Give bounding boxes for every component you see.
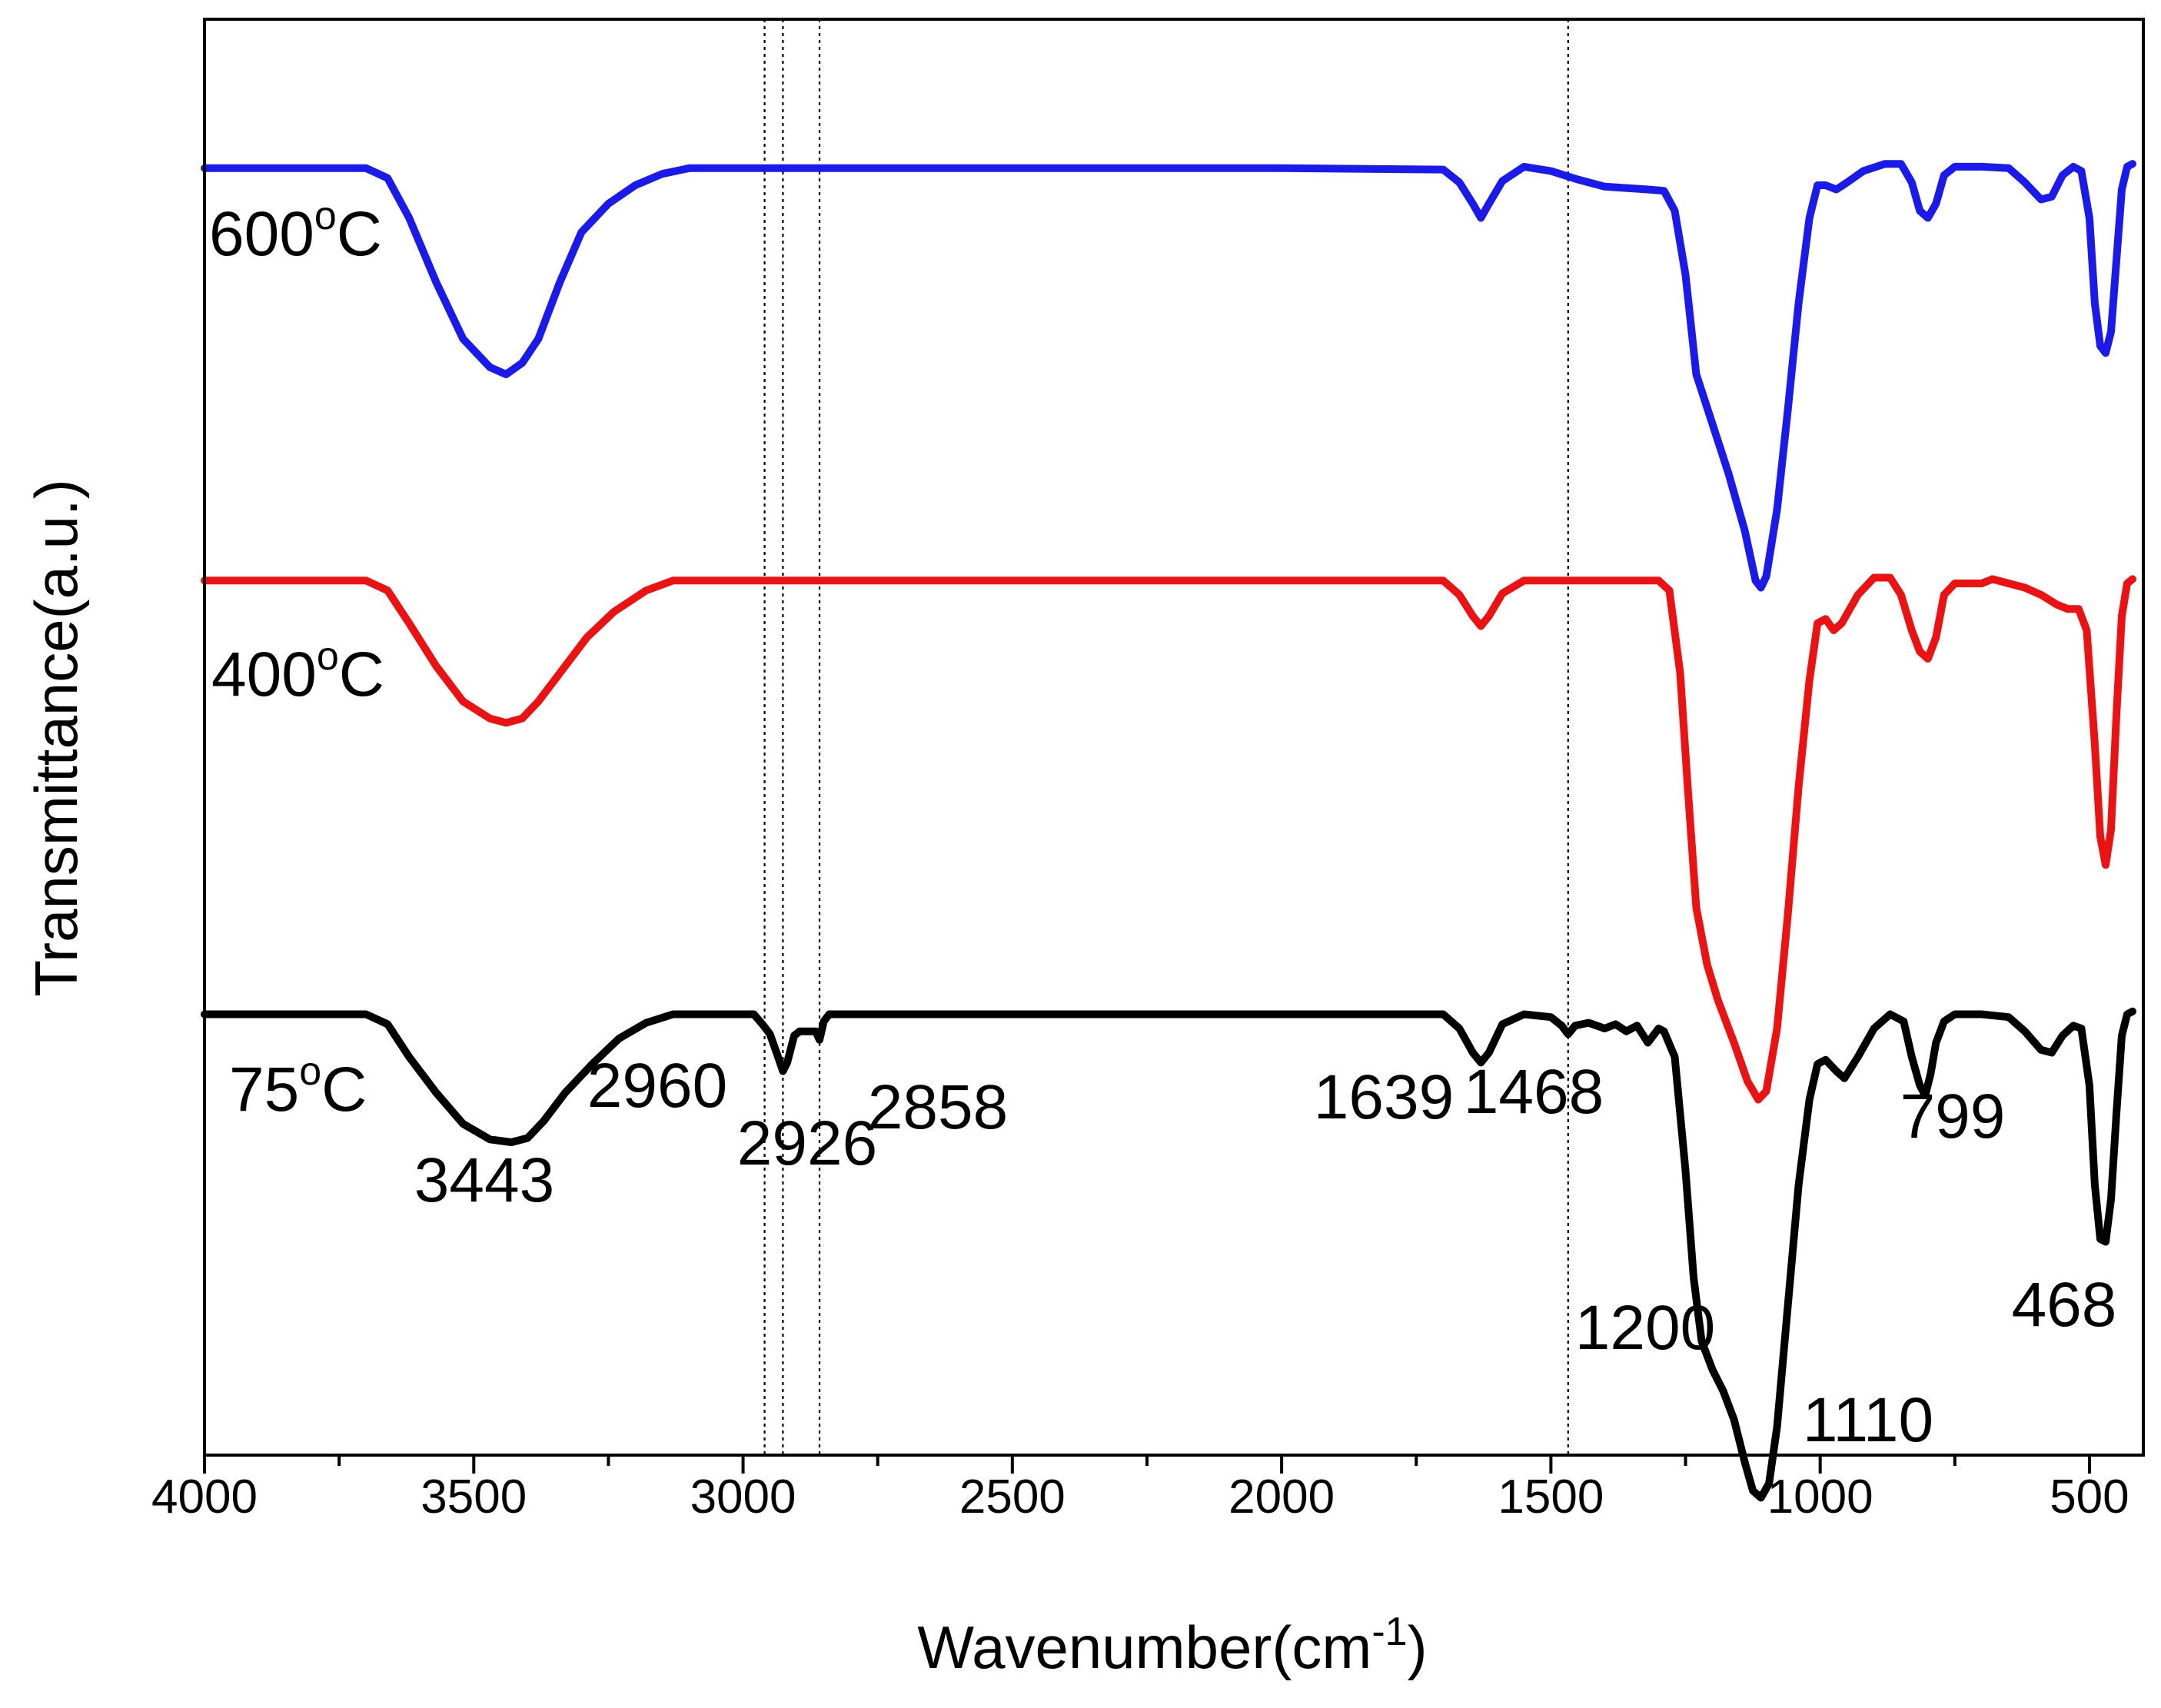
series-line-400	[201, 573, 2136, 1104]
x-tick-label-1500: 1500	[1498, 1470, 1604, 1524]
series-label-75C: 75oC	[229, 1049, 367, 1125]
peak-label-1200: 1200	[1575, 1293, 1715, 1363]
x-axis-title: Wavenumber(cm-1)	[917, 1610, 1427, 1681]
x-tick-label-1000: 1000	[1767, 1470, 1873, 1524]
peak-label-799: 799	[1900, 1082, 2006, 1151]
peak-label-3443: 3443	[414, 1145, 554, 1215]
peak-label-1468: 1468	[1464, 1057, 1604, 1127]
x-axis-ticks	[203, 1455, 2091, 1474]
x-tick-label-3000: 3000	[690, 1470, 796, 1524]
series-label-600C: 600oC	[209, 194, 382, 269]
peak-label-1639: 1639	[1314, 1062, 1454, 1132]
series-labels: 600oC 400oC 75oC	[209, 194, 384, 1125]
series-label-400C: 400oC	[211, 634, 384, 709]
peak-label-2926: 2926	[737, 1108, 877, 1178]
peak-label-1110: 1110	[1803, 1385, 1933, 1455]
series-line-75	[201, 1007, 2136, 1502]
plot-frame	[203, 18, 2145, 1457]
reference-lines	[763, 19, 1569, 1455]
y-axis-title: Transmittance(a.u.)	[22, 479, 90, 996]
x-tick-label-2000: 2000	[1228, 1470, 1335, 1524]
peak-label-2858: 2858	[868, 1072, 1008, 1142]
series-line-600	[201, 160, 2136, 592]
x-axis-tick-labels: 4000 3500 3000 2500 2000 1500 1000 500	[151, 1470, 2129, 1524]
peak-label-468: 468	[2012, 1270, 2117, 1340]
x-tick-label-2500: 2500	[959, 1470, 1066, 1524]
x-tick-label-3500: 3500	[421, 1470, 527, 1524]
series-layer	[201, 160, 2136, 1502]
peak-label-2960: 2960	[587, 1051, 727, 1121]
x-tick-label-4000: 4000	[151, 1470, 258, 1524]
x-tick-label-500: 500	[2050, 1470, 2129, 1524]
